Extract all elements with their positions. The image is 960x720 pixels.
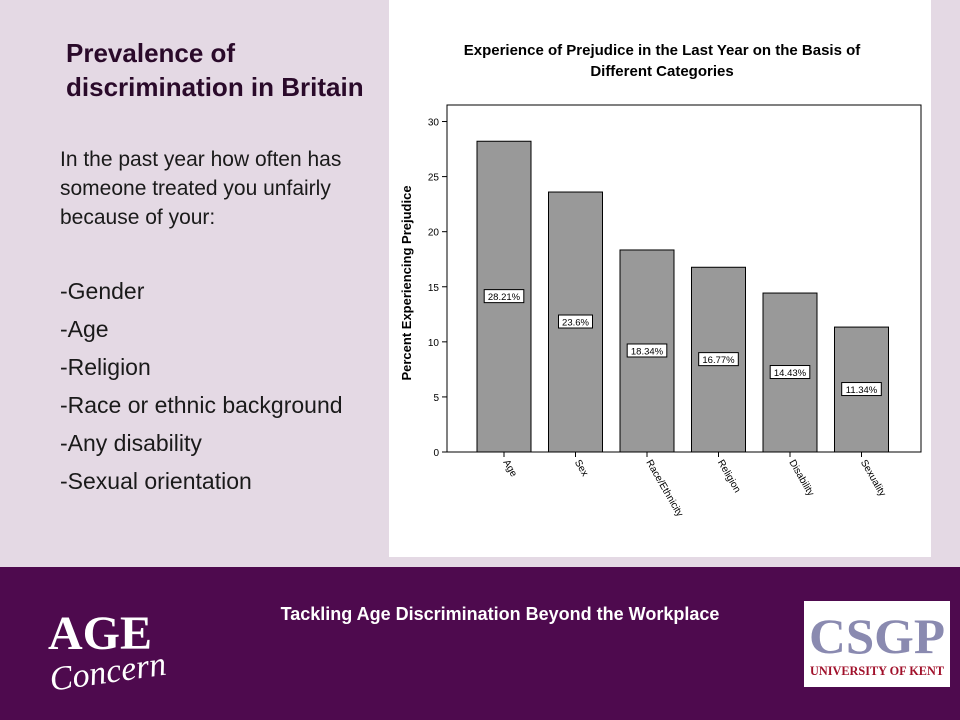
survey-question: In the past year how often has someone t… bbox=[60, 148, 342, 229]
y-tick-label: 10 bbox=[428, 338, 440, 349]
x-tick-label: Disability bbox=[786, 458, 816, 498]
y-tick-label: 25 bbox=[428, 173, 440, 184]
data-label: 23.6% bbox=[562, 318, 589, 329]
category-list-item: -Age bbox=[60, 316, 109, 342]
slide-title: Prevalence of discrimination in Britain bbox=[66, 38, 364, 102]
data-label: 11.34% bbox=[846, 385, 878, 396]
x-tick-label: Race/Ethnicity bbox=[643, 458, 684, 519]
category-list-item: -Race or ethnic background bbox=[60, 392, 343, 418]
data-label-box bbox=[841, 382, 882, 397]
data-label: 28.21% bbox=[488, 292, 521, 303]
y-tick-label: 20 bbox=[428, 228, 440, 239]
y-tick-label: 0 bbox=[433, 448, 439, 459]
age-concern-logo: AGE Concern bbox=[47, 607, 168, 697]
data-label: 18.34% bbox=[631, 346, 664, 357]
y-axis-ticks: 0 5 10 15 20 25 30 bbox=[428, 118, 447, 459]
chart-title-line-1: Experience of Prejudice in the Last Year… bbox=[464, 42, 862, 59]
data-labels-group: 28.21% 23.6% 18.34% 16.77% 14.43% 11.34% bbox=[483, 289, 882, 397]
data-label-box bbox=[558, 314, 593, 329]
category-list-item: -Any disability bbox=[60, 430, 202, 456]
category-list: -Gender -Age -Religion -Race or ethnic back… bbox=[60, 276, 360, 504]
footer-band: AGE Concern Tackling Age Discrimination … bbox=[0, 567, 960, 720]
data-label-box bbox=[698, 352, 739, 367]
category-list-item: -Gender bbox=[60, 278, 145, 304]
y-tick-label: 5 bbox=[433, 393, 439, 404]
x-tick-label: Sexuality bbox=[858, 458, 888, 499]
age-logo-word: AGE bbox=[48, 607, 152, 660]
category-list-item: -Religion bbox=[60, 354, 151, 380]
csgp-logo: CSGP UNIVERSITY OF KENT bbox=[804, 601, 950, 687]
x-tick-label: Religion bbox=[715, 458, 743, 495]
y-tick-label: 15 bbox=[428, 283, 440, 294]
x-axis-ticks: Age Sex Race/Ethnicity Religion Disability Se… bbox=[500, 452, 888, 519]
csgp-logo-word: CSGP bbox=[809, 608, 945, 664]
data-label-box bbox=[769, 365, 811, 380]
data-label: 14.43% bbox=[774, 368, 807, 379]
university-of-kent-word: UNIVERSITY OF KENT bbox=[810, 663, 944, 678]
y-axis-label: Percent Experiencing Prejudice bbox=[399, 185, 414, 380]
bars-group bbox=[476, 140, 889, 453]
data-label-box bbox=[483, 289, 525, 304]
y-tick-label: 30 bbox=[428, 118, 440, 129]
category-list-item: -Sexual orientation bbox=[60, 468, 252, 494]
x-tick-label: Sex bbox=[572, 458, 590, 478]
data-label-box bbox=[626, 343, 668, 358]
data-label: 16.77% bbox=[702, 355, 735, 366]
footer-title: Tackling Age Discrimination Beyond the W… bbox=[280, 604, 720, 624]
x-tick-label: Age bbox=[500, 458, 519, 479]
chart-panel: Experience of Prejudice in the Last Year… bbox=[389, 0, 931, 557]
bar-chart: Experience of Prejudice in the Last Year… bbox=[399, 42, 922, 519]
chart-title-line-2: Different Categories bbox=[590, 63, 733, 80]
